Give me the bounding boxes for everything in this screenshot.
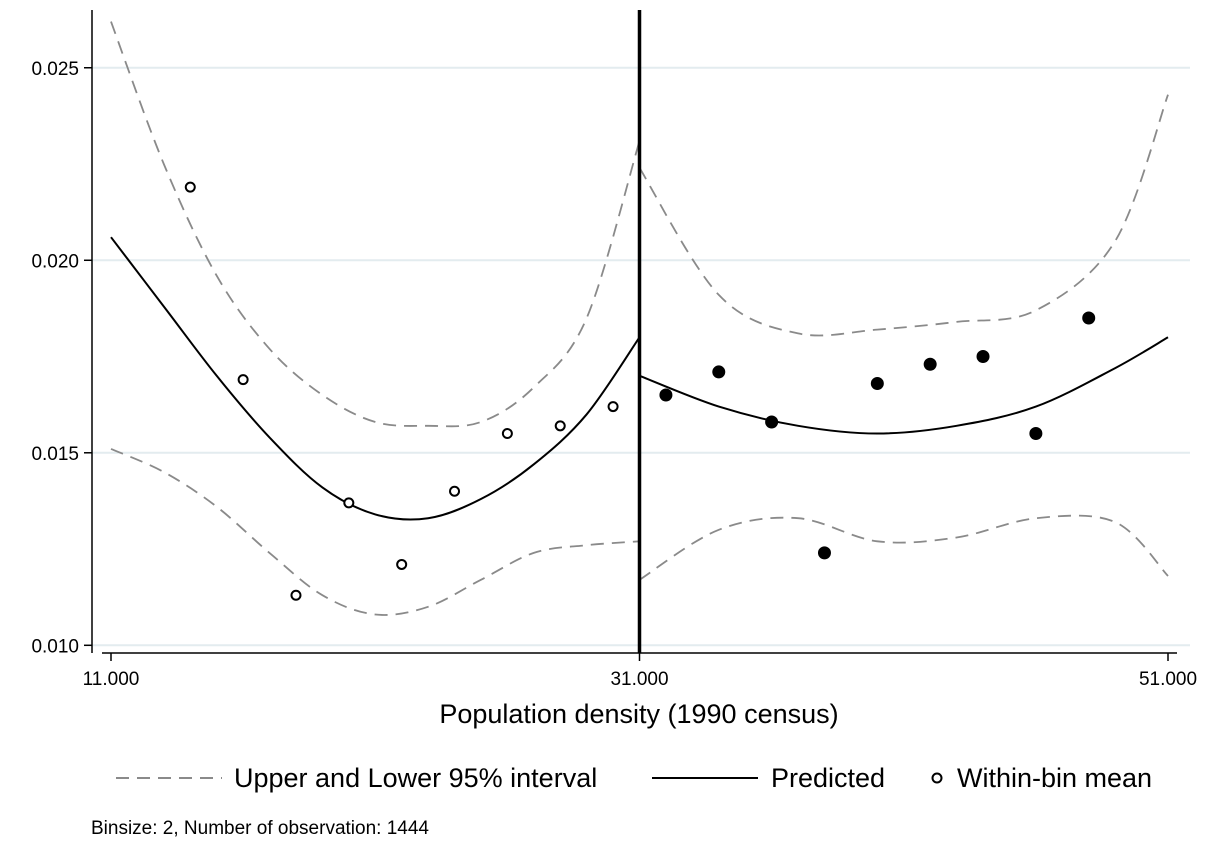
bin-mean-point-filled: [1029, 427, 1043, 441]
y-tick-label: 0.015: [31, 444, 79, 465]
bin-mean-point: [237, 374, 249, 386]
bin-mean-point-filled: [659, 388, 673, 402]
bin-mean-point: [607, 401, 619, 413]
bin-mean-point-filled: [817, 546, 831, 560]
predicted-line: [110, 236, 641, 521]
chart-note: Binsize: 2, Number of observation: 1444: [91, 818, 429, 839]
confidence-interval-line: [110, 21, 641, 428]
points: [184, 181, 1096, 601]
confidence-interval-line: [639, 514, 1169, 581]
legend-label-bin-mean: Within-bin mean: [957, 763, 1152, 793]
bin-mean-point-filled: [765, 415, 779, 429]
bin-mean-point-filled: [976, 350, 990, 364]
x-tick-label: 51.000: [1139, 669, 1197, 690]
bin-mean-point-filled: [923, 357, 937, 371]
bin-mean-point: [290, 589, 302, 601]
x-axis: 11.000 31.000 51.000: [83, 652, 1197, 690]
bin-mean-point-filled: [1082, 311, 1096, 325]
bin-mean-point-filled: [870, 376, 884, 390]
x-tick-label: 31.000: [610, 669, 668, 690]
curves: [110, 21, 1169, 616]
y-tick-label: 0.025: [31, 59, 79, 80]
y-axis: 0.010 0.015 0.020 0.025: [31, 10, 93, 657]
x-tick-label: 11.000: [83, 669, 140, 690]
bin-mean-point: [396, 558, 408, 570]
legend: Upper and Lower 95% interval Predicted W…: [116, 763, 1152, 793]
bin-mean-point: [449, 485, 461, 497]
y-tick-label: 0.010: [31, 636, 79, 657]
confidence-interval-line: [638, 94, 1169, 337]
predicted-line: [639, 336, 1169, 435]
bin-mean-point: [343, 497, 355, 509]
bin-mean-point: [554, 420, 566, 432]
x-axis-title: Population density (1990 census): [439, 699, 838, 729]
legend-label-interval: Upper and Lower 95% interval: [234, 763, 597, 793]
bin-mean-point: [184, 181, 196, 193]
y-tick-label: 0.020: [31, 251, 79, 272]
bin-mean-point-filled: [712, 365, 726, 379]
legend-marker-swatch: [931, 772, 943, 784]
confidence-interval-line: [110, 448, 640, 616]
bin-mean-point: [501, 428, 513, 440]
legend-label-predicted: Predicted: [771, 763, 885, 793]
